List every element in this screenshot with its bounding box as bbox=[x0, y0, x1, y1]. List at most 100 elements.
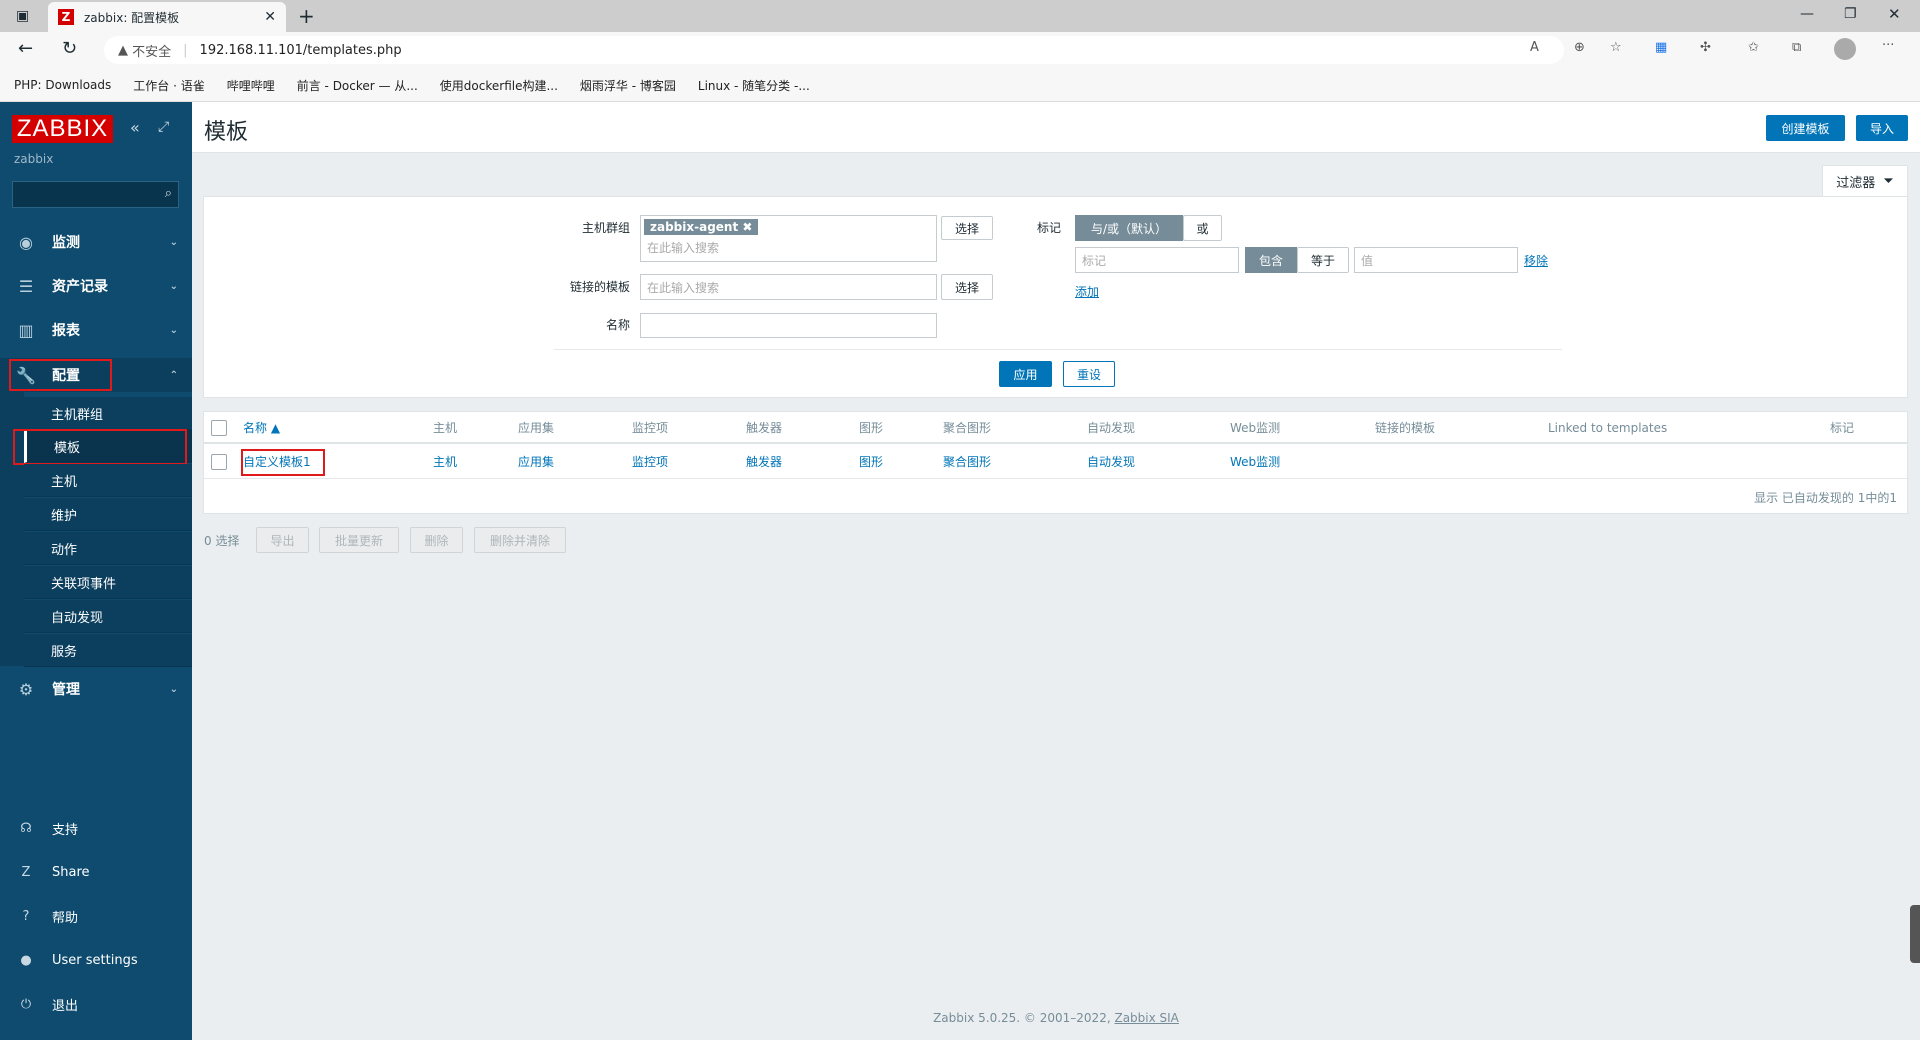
tag-value-input[interactable]: 值 bbox=[1354, 247, 1518, 273]
reset-button[interactable]: 重设 bbox=[1063, 361, 1115, 387]
divider bbox=[554, 349, 1562, 350]
column-name[interactable]: 名称 ▲ bbox=[243, 421, 281, 435]
menu-administration[interactable]: ⚙ 管理 ⌄ bbox=[0, 672, 192, 706]
linked-templates-select-button[interactable]: 选择 bbox=[941, 274, 993, 300]
profile-avatar[interactable] bbox=[1834, 38, 1856, 60]
template-name-link[interactable]: 自定义模板1 bbox=[243, 455, 311, 469]
export-button[interactable]: 导出 bbox=[256, 527, 309, 553]
delete-and-clear-button[interactable]: 删除并清除 bbox=[474, 527, 566, 553]
hostgroup-select-button[interactable]: 选择 bbox=[941, 216, 993, 240]
restore-icon[interactable]: ❐ bbox=[1844, 6, 1857, 22]
contains-toggle[interactable]: 包含 bbox=[1245, 247, 1297, 273]
tag-input[interactable]: 标记 bbox=[1075, 247, 1239, 273]
collections-icon[interactable]: ⧉ bbox=[1792, 40, 1802, 55]
menu-user-settings[interactable]: ● User settings bbox=[0, 943, 192, 977]
minimize-icon[interactable]: — bbox=[1800, 6, 1814, 22]
back-icon[interactable]: ← bbox=[18, 38, 34, 59]
tags-label: 标记 bbox=[1037, 221, 1062, 235]
submenu-gutter bbox=[0, 392, 24, 666]
extensions-icon[interactable]: ✣ bbox=[1700, 40, 1711, 55]
mass-update-button[interactable]: 批量更新 bbox=[319, 527, 399, 553]
sidebar-toggle-icon[interactable]: ▣ bbox=[16, 8, 30, 24]
linked-templates-input[interactable]: 在此输入搜索 bbox=[640, 274, 937, 300]
row-checkbox[interactable] bbox=[211, 454, 227, 470]
hosts-link[interactable]: 主机 bbox=[433, 455, 458, 469]
menu-share[interactable]: Z Share bbox=[0, 855, 192, 889]
submenu-maintenance[interactable]: 维护 bbox=[24, 498, 192, 531]
zoom-icon[interactable]: ⊕ bbox=[1574, 40, 1585, 55]
menu-label: 报表 bbox=[52, 323, 80, 339]
bookmark[interactable]: Linux - 随笔分类 -... bbox=[697, 78, 810, 93]
screens-link[interactable]: 聚合图形 bbox=[943, 455, 992, 469]
linked-templates-label: 链接的模板 bbox=[569, 280, 630, 294]
menu-label: 资产记录 bbox=[52, 279, 108, 295]
submenu-discovery[interactable]: 自动发现 bbox=[24, 600, 192, 633]
sidebar-search-input[interactable]: ⌕ bbox=[12, 181, 179, 208]
reload-icon[interactable]: ↻ bbox=[62, 38, 78, 59]
or-toggle[interactable]: 或 bbox=[1183, 215, 1222, 241]
menu-reports[interactable]: ▥ 报表 ⌄ bbox=[0, 313, 192, 347]
bookmark[interactable]: 哔哩哔哩 bbox=[226, 78, 275, 93]
submenu-hosts[interactable]: 主机 bbox=[24, 464, 192, 497]
add-tag-link[interactable]: 添加 bbox=[1075, 285, 1100, 299]
read-aloud-icon[interactable]: A bbox=[1530, 40, 1539, 55]
equals-toggle[interactable]: 等于 bbox=[1297, 247, 1349, 273]
gear-icon: ⚙ bbox=[18, 679, 34, 699]
apply-button[interactable]: 应用 bbox=[999, 361, 1052, 387]
submenu-host-groups[interactable]: 主机群组 bbox=[24, 397, 192, 430]
favorite-icon[interactable]: ☆ bbox=[1610, 40, 1622, 55]
hostgroup-multiselect[interactable]: zabbix-agent ✖ 在此输入搜索 bbox=[640, 215, 937, 262]
kiosk-mode-icon[interactable]: ⤢ bbox=[158, 119, 170, 135]
chevron-down-icon: ⌄ bbox=[169, 280, 178, 292]
translate-icon[interactable]: ▦ bbox=[1655, 40, 1668, 55]
submenu-services[interactable]: 服务 bbox=[24, 634, 192, 667]
bookmark[interactable]: PHP: Downloads bbox=[14, 78, 112, 92]
menu-inventory[interactable]: ☰ 资产记录 ⌄ bbox=[0, 269, 192, 303]
name-input[interactable] bbox=[640, 313, 937, 338]
import-button[interactable]: 导入 bbox=[1856, 115, 1908, 141]
submenu-templates[interactable]: 模板 bbox=[24, 430, 192, 463]
url-text: 192.168.11.101/templates.php bbox=[199, 42, 402, 58]
page-footer: Zabbix 5.0.25. © 2001–2022, Zabbix SIA bbox=[192, 1011, 1920, 1025]
remove-tag-link[interactable]: 移除 bbox=[1524, 254, 1549, 268]
more-icon[interactable]: ··· bbox=[1882, 38, 1895, 53]
remove-chip-icon[interactable]: ✖ bbox=[742, 220, 753, 234]
submenu-actions[interactable]: 动作 bbox=[24, 532, 192, 565]
bookmark[interactable]: 前言 - Docker — 从... bbox=[296, 78, 418, 93]
andor-toggle[interactable]: 与/或（默认） bbox=[1075, 215, 1183, 241]
menu-label: 帮助 bbox=[52, 910, 79, 926]
bookmark[interactable]: 使用dockerfile构建... bbox=[439, 78, 558, 93]
collapse-sidebar-icon[interactable]: « bbox=[130, 118, 140, 137]
url-input[interactable]: ▲ 不安全 | 192.168.11.101/templates.php bbox=[104, 36, 1564, 64]
favorites-icon[interactable]: ✩ bbox=[1748, 40, 1759, 55]
highlight-box bbox=[9, 359, 112, 391]
delete-button[interactable]: 删除 bbox=[410, 527, 463, 553]
filter-tab[interactable]: 过滤器 ⏷ bbox=[1822, 165, 1908, 197]
filter-tab-label: 过滤器 bbox=[1836, 176, 1876, 191]
submenu-event-correlation[interactable]: 关联项事件 bbox=[24, 566, 192, 599]
close-window-icon[interactable]: ✕ bbox=[1888, 5, 1901, 23]
graphs-link[interactable]: 图形 bbox=[859, 455, 884, 469]
bookmark[interactable]: 烟雨浮华 - 博客园 bbox=[579, 78, 676, 93]
search-icon[interactable]: ⌕ bbox=[164, 186, 172, 201]
menu-configuration[interactable]: 🔧 配置 ⌃ bbox=[0, 358, 192, 392]
triggers-link[interactable]: 触发器 bbox=[746, 455, 783, 469]
new-tab-icon[interactable]: + bbox=[298, 4, 315, 28]
select-all-checkbox[interactable] bbox=[211, 420, 227, 436]
menu-sign-out[interactable]: ⏻ 退出 bbox=[0, 987, 192, 1021]
zabbix-sia-link[interactable]: Zabbix SIA bbox=[1114, 1011, 1179, 1025]
side-scroll-handle[interactable] bbox=[1910, 905, 1920, 963]
bookmark[interactable]: 工作台 · 语雀 bbox=[133, 78, 205, 93]
discovery-link[interactable]: 自动发现 bbox=[1087, 455, 1136, 469]
items-link[interactable]: 监控项 bbox=[632, 455, 669, 469]
menu-support[interactable]: ☊ 支持 bbox=[0, 811, 192, 845]
applications-link[interactable]: 应用集 bbox=[518, 455, 555, 469]
menu-monitoring[interactable]: ◉ 监测 ⌄ bbox=[0, 225, 192, 259]
browser-tab[interactable]: Z zabbix: 配置模板 ✕ bbox=[48, 2, 286, 32]
close-tab-icon[interactable]: ✕ bbox=[264, 9, 276, 25]
hostgroup-search-placeholder[interactable]: 在此输入搜索 bbox=[647, 241, 720, 255]
zabbix-logo[interactable]: ZABBIX bbox=[12, 115, 113, 143]
menu-help[interactable]: ? 帮助 bbox=[0, 899, 192, 933]
web-link[interactable]: Web监测 bbox=[1230, 455, 1281, 469]
create-template-button[interactable]: 创建模板 bbox=[1766, 115, 1845, 141]
